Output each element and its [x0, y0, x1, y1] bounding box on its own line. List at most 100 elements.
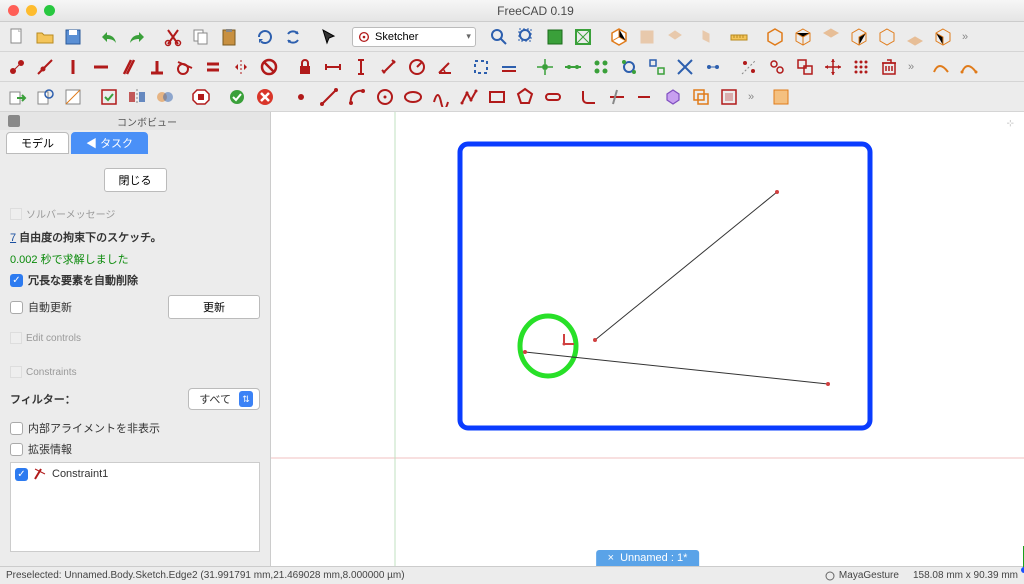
validate-sketch-icon[interactable]: [96, 84, 122, 110]
solver-section-header[interactable]: ソルバーメッセージ: [10, 206, 260, 221]
delete-all-icon[interactable]: [876, 54, 902, 80]
hide-internal-checkbox[interactable]: ✓: [10, 422, 23, 435]
extended-info-row[interactable]: ✓拡張情報: [10, 441, 260, 457]
create-arc-icon[interactable]: [344, 84, 370, 110]
create-rect-icon[interactable]: [484, 84, 510, 110]
cube-top-icon[interactable]: [818, 24, 844, 50]
filter-select[interactable]: すべて⇅: [188, 388, 260, 410]
constrain-distx-icon[interactable]: [320, 54, 346, 80]
merge-sketch-icon[interactable]: [152, 84, 178, 110]
open-file-icon[interactable]: [32, 24, 58, 50]
cube-left-icon[interactable]: [930, 24, 956, 50]
virtual-space-icon[interactable]: [768, 84, 794, 110]
sketch-line-1[interactable]: [595, 192, 777, 340]
redo-icon[interactable]: [124, 24, 150, 50]
auto-delete-row[interactable]: ✓冗長な要素を自動削除: [10, 272, 260, 288]
constrain-equal-icon[interactable]: [200, 54, 226, 80]
constrain-perpendicular-icon[interactable]: [144, 54, 170, 80]
constraint-checkbox[interactable]: ✓: [15, 468, 28, 481]
constrain-parallel-icon[interactable]: [116, 54, 142, 80]
select-elements-icon[interactable]: [644, 54, 670, 80]
auto-update-checkbox[interactable]: ✓: [10, 301, 23, 314]
workbench-selector[interactable]: Sketcher ▾: [352, 27, 476, 47]
edit-controls-header[interactable]: Edit controls: [10, 332, 260, 344]
select-redundant-icon[interactable]: [672, 54, 698, 80]
rect-array-icon[interactable]: [848, 54, 874, 80]
trim-edge-icon[interactable]: [604, 84, 630, 110]
auto-update-row[interactable]: ✓自動更新: [10, 299, 72, 315]
tab-model[interactable]: モデル: [6, 132, 69, 154]
measure-icon[interactable]: [726, 24, 752, 50]
symmetry-tool-icon[interactable]: [736, 54, 762, 80]
carbon-copy-icon[interactable]: [688, 84, 714, 110]
cube-right-icon[interactable]: [846, 24, 872, 50]
cube-iso-icon[interactable]: [762, 24, 788, 50]
close-button[interactable]: 閉じる: [104, 168, 167, 192]
stop-op-icon[interactable]: [188, 84, 214, 110]
toolbar3-overflow-icon[interactable]: »: [744, 91, 758, 103]
view-sketch-icon[interactable]: [32, 84, 58, 110]
hide-internal-row[interactable]: ✓内部アライメントを非表示: [10, 420, 260, 436]
cut-icon[interactable]: [160, 24, 186, 50]
create-conic-icon[interactable]: [400, 84, 426, 110]
toggle-construction-icon[interactable]: [468, 54, 494, 80]
line2-endpoint-b[interactable]: [826, 382, 830, 386]
toggle-const-icon[interactable]: [716, 84, 742, 110]
refresh-icon[interactable]: [252, 24, 278, 50]
select-vaxis-icon[interactable]: [588, 54, 614, 80]
undo-icon[interactable]: [96, 24, 122, 50]
select-haxis-icon[interactable]: [560, 54, 586, 80]
move-tool-icon[interactable]: [820, 54, 846, 80]
constrain-coincident-icon[interactable]: [4, 54, 30, 80]
constraints-header[interactable]: Constraints: [10, 366, 260, 378]
paste-icon[interactable]: [216, 24, 242, 50]
cursor-icon[interactable]: [316, 24, 342, 50]
constrain-symmetric-icon[interactable]: [228, 54, 254, 80]
zoom-selection-icon[interactable]: [514, 24, 540, 50]
select-conflicting-icon[interactable]: [700, 54, 726, 80]
toolbar2-overflow-icon[interactable]: »: [904, 61, 918, 73]
constraint-item[interactable]: ✓ Constraint1: [15, 467, 255, 481]
refresh-alt-icon[interactable]: [280, 24, 306, 50]
close-tab-icon[interactable]: ×: [608, 552, 614, 564]
leave-sketch-icon[interactable]: [4, 84, 30, 110]
view-front-icon[interactable]: [634, 24, 660, 50]
dock-icon[interactable]: [8, 115, 20, 127]
document-tab[interactable]: ×Unnamed : 1*: [596, 550, 700, 566]
mirror-sketch-icon[interactable]: [124, 84, 150, 110]
cube-front-icon[interactable]: [790, 24, 816, 50]
toolbar-overflow-icon[interactable]: »: [958, 31, 972, 43]
create-point-icon[interactable]: [288, 84, 314, 110]
create-slot-icon[interactable]: [540, 84, 566, 110]
constraint-list[interactable]: ✓ Constraint1: [10, 462, 260, 552]
constrain-vertical-icon[interactable]: [60, 54, 86, 80]
constrain-lock-icon[interactable]: [292, 54, 318, 80]
bspline-poly-icon[interactable]: [956, 54, 982, 80]
select-origin-icon[interactable]: [532, 54, 558, 80]
line2-endpoint-a[interactable]: [523, 350, 527, 354]
draw-style-icon[interactable]: [542, 24, 568, 50]
constrain-dist-icon[interactable]: [376, 54, 402, 80]
copy-tool-icon[interactable]: [792, 54, 818, 80]
update-button[interactable]: 更新: [168, 295, 260, 319]
line1-endpoint-b[interactable]: [775, 190, 779, 194]
3d-viewport[interactable]: ⊹ ×Unnamed : 1*: [271, 112, 1024, 566]
create-polyline-icon[interactable]: [456, 84, 482, 110]
create-bspline-icon[interactable]: [428, 84, 454, 110]
zoom-fit-icon[interactable]: [486, 24, 512, 50]
nav-style-button[interactable]: MayaGesture: [824, 570, 899, 582]
create-line-icon[interactable]: [316, 84, 342, 110]
minimize-window-icon[interactable]: [26, 5, 37, 16]
constrain-point-on-icon[interactable]: [32, 54, 58, 80]
constrain-tangent-icon[interactable]: [172, 54, 198, 80]
auto-delete-checkbox[interactable]: ✓: [10, 274, 23, 287]
create-circle-icon[interactable]: [372, 84, 398, 110]
tab-task[interactable]: ◀ タスク: [71, 132, 148, 154]
maximize-window-icon[interactable]: [44, 5, 55, 16]
external-geom-icon[interactable]: [660, 84, 686, 110]
map-sketch-icon[interactable]: [60, 84, 86, 110]
copy-icon[interactable]: [188, 24, 214, 50]
constrain-horizontal-icon[interactable]: [88, 54, 114, 80]
check-geom-icon[interactable]: [224, 84, 250, 110]
view-right-icon[interactable]: [690, 24, 716, 50]
